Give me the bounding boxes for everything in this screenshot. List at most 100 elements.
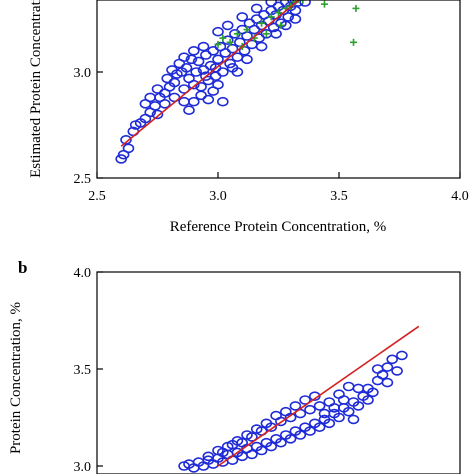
panel-a-point-circle — [209, 71, 222, 81]
panel-a-point-plus — [275, 9, 282, 17]
panel-a-point-circle — [185, 54, 198, 65]
panel-a-point-circle — [299, 0, 311, 7]
panel-b-point-circle — [284, 433, 297, 444]
panel-b-point-circle — [386, 354, 399, 365]
panel-a-point-circle — [183, 105, 195, 115]
panel-b-chart: b 3.0 3.5 4.0 Protein Concentration, % — [8, 258, 461, 474]
panel-b-point-circle — [260, 418, 273, 429]
panel-a-point-circle — [221, 20, 234, 31]
panel-a-point-circle — [265, 0, 277, 7]
panel-a-point-circle — [159, 99, 171, 109]
panel-b-letter: b — [18, 258, 27, 277]
panel-b-point-circle — [376, 369, 389, 380]
panel-a-x-tick-label: 4.0 — [451, 189, 469, 204]
panel-b-point-circle — [333, 412, 345, 423]
panel-a-point-circle — [195, 82, 207, 92]
panel-a-point-circle — [226, 43, 239, 54]
panel-a-point-circle — [219, 48, 232, 58]
panel-a-point-circle — [122, 143, 135, 154]
panel-a-fit-line — [120, 0, 301, 147]
panel-b-point-circle — [323, 418, 336, 429]
panel-a-point-plus — [262, 30, 270, 38]
panel-a-point-plus — [243, 26, 251, 34]
panel-a-point-plus — [352, 4, 360, 12]
panel-a-axes-frame — [96, 0, 461, 179]
panel-b-point-circle — [367, 387, 379, 398]
panel-a-point-circle — [178, 96, 190, 107]
panel-a-point-circle — [197, 41, 210, 52]
panel-a-point-circle — [178, 52, 190, 63]
panel-b-point-circle — [304, 426, 316, 436]
panel-b-point-circle — [226, 439, 239, 450]
panel-b-point-circle — [313, 422, 326, 433]
panel-b-point-circle — [308, 391, 321, 402]
panel-a-point-circle — [241, 54, 253, 65]
panel-a-points — [115, 0, 360, 164]
panel-a-point-circle — [231, 67, 244, 77]
panel-a-point-plus — [350, 38, 358, 46]
panel-a-point-plus — [299, 0, 307, 4]
panel-b-point-circle — [304, 404, 316, 415]
panel-a-point-circle — [180, 63, 193, 73]
panel-a-point-circle — [289, 14, 302, 24]
panel-a-y-axis-label: Estimated Protein Concentration, % — [28, 0, 44, 178]
panel-a-point-circle — [190, 67, 202, 77]
panel-b-point-circle — [362, 395, 374, 405]
panel-a-point-circle — [188, 79, 200, 90]
panel-a-point-circle — [207, 45, 219, 56]
panel-a-point-circle — [217, 67, 229, 77]
panel-b-point-circle — [265, 441, 278, 452]
panel-b-y-tick-label: 3.5 — [74, 363, 92, 378]
panel-b-point-circle — [318, 408, 331, 419]
panel-a-point-circle — [178, 84, 190, 94]
panel-a-y-tick-label: 3.0 — [74, 66, 92, 81]
panel-b-point-circle — [342, 406, 355, 417]
panel-a-point-circle — [248, 24, 261, 35]
panel-b-point-circle — [342, 381, 355, 392]
panel-a-point-plus — [320, 0, 328, 8]
panel-b-point-circle — [328, 402, 341, 413]
panel-a-y-tick-label: 2.5 — [74, 172, 92, 187]
panel-a-point-circle — [188, 96, 200, 107]
panel-a-point-circle — [236, 12, 248, 22]
panel-b-point-circle — [202, 451, 215, 462]
panel-b-point-circle — [275, 437, 287, 448]
panel-a-point-circle — [270, 28, 282, 39]
panel-a-chart: 2.5 3.0 2.5 3.0 3.5 4.0 Reference Protein Con… — [28, 0, 469, 235]
panel-a-point-circle — [144, 92, 156, 103]
panel-a-point-circle — [149, 101, 161, 111]
panel-a-point-circle — [212, 79, 224, 90]
panel-a-x-tick-label: 3.5 — [330, 189, 348, 204]
panel-a-point-circle — [255, 41, 268, 52]
panel-a-point-circle — [282, 12, 295, 22]
panel-b-point-circle — [255, 445, 268, 456]
panel-b-point-circle — [333, 389, 345, 400]
panel-a-ticks: 2.5 3.0 2.5 3.0 3.5 4.0 — [74, 66, 469, 204]
panel-b-point-circle — [279, 406, 292, 417]
panel-b-point-circle — [241, 430, 253, 440]
panel-a-point-circle — [200, 50, 212, 60]
panel-b-points — [178, 350, 408, 473]
panel-b-point-circle — [352, 401, 365, 411]
panel-b-point-circle — [250, 424, 263, 434]
panel-b-point-circle — [352, 383, 365, 394]
panel-b-point-circle — [381, 362, 394, 372]
panel-a-point-circle — [192, 56, 205, 67]
panel-a-point-circle — [188, 45, 200, 56]
panel-a-point-plus — [233, 30, 241, 38]
panel-b-y-axis-label: Protein Concentration, % — [8, 302, 24, 454]
panel-a-point-circle — [209, 63, 222, 73]
panel-a-point-circle — [168, 77, 181, 88]
panel-a-x-tick-label: 3.0 — [209, 189, 227, 204]
panel-a-point-circle — [202, 94, 215, 105]
panel-a-point-circle — [200, 71, 212, 81]
panel-b-point-circle — [212, 445, 224, 456]
panel-b-point-circle — [294, 430, 307, 440]
panel-b-point-circle — [371, 364, 384, 374]
panel-b-point-circle — [270, 410, 282, 421]
panel-b-point-circle — [246, 449, 258, 460]
panel-a-point-plus — [267, 13, 275, 21]
panel-a-point-circle — [151, 109, 164, 120]
panel-b-point-circle — [337, 395, 350, 405]
